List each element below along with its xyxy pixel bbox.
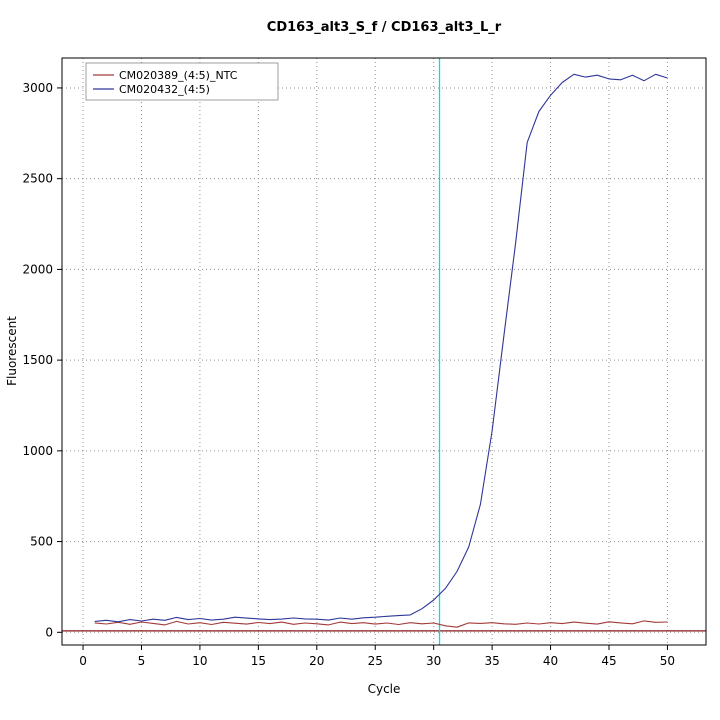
y-tick-label: 1000: [22, 444, 53, 458]
x-tick-label: 20: [309, 654, 324, 668]
y-tick-label: 2500: [22, 172, 53, 186]
x-tick-label: 0: [79, 654, 87, 668]
x-tick-label: 5: [138, 654, 146, 668]
series-line: [94, 73, 668, 623]
x-tick-label: 45: [601, 654, 616, 668]
y-tick-label: 0: [45, 625, 53, 639]
x-tick-label: 50: [660, 654, 675, 668]
legend-label: CM020432_(4:5): [119, 83, 210, 96]
x-axis-label: Cycle: [368, 682, 401, 696]
plot-border: [61, 57, 707, 646]
x-tick-label: 10: [192, 654, 207, 668]
x-tick-label: 30: [426, 654, 441, 668]
x-tick-label: 25: [368, 654, 383, 668]
x-tick-label: 40: [543, 654, 558, 668]
series-line: [94, 620, 668, 628]
x-tick-label: 15: [251, 654, 266, 668]
plot-area: 0 5 10 15 20 25 30 35 40 45 5005001000150020002500…: [22, 57, 707, 668]
x-tick-label: 35: [484, 654, 499, 668]
y-axis-label: Fluorescent: [5, 316, 19, 386]
chart-title: CD163_alt3_S_f / CD163_alt3_L_r: [267, 20, 502, 35]
legend-box: [85, 62, 279, 101]
y-tick-label: 500: [30, 535, 53, 549]
y-tick-label: 3000: [22, 81, 53, 95]
legend-label: CM020389_(4:5)_NTC: [119, 69, 238, 82]
y-tick-label: 1500: [22, 353, 53, 367]
y-tick-label: 2000: [22, 262, 53, 276]
